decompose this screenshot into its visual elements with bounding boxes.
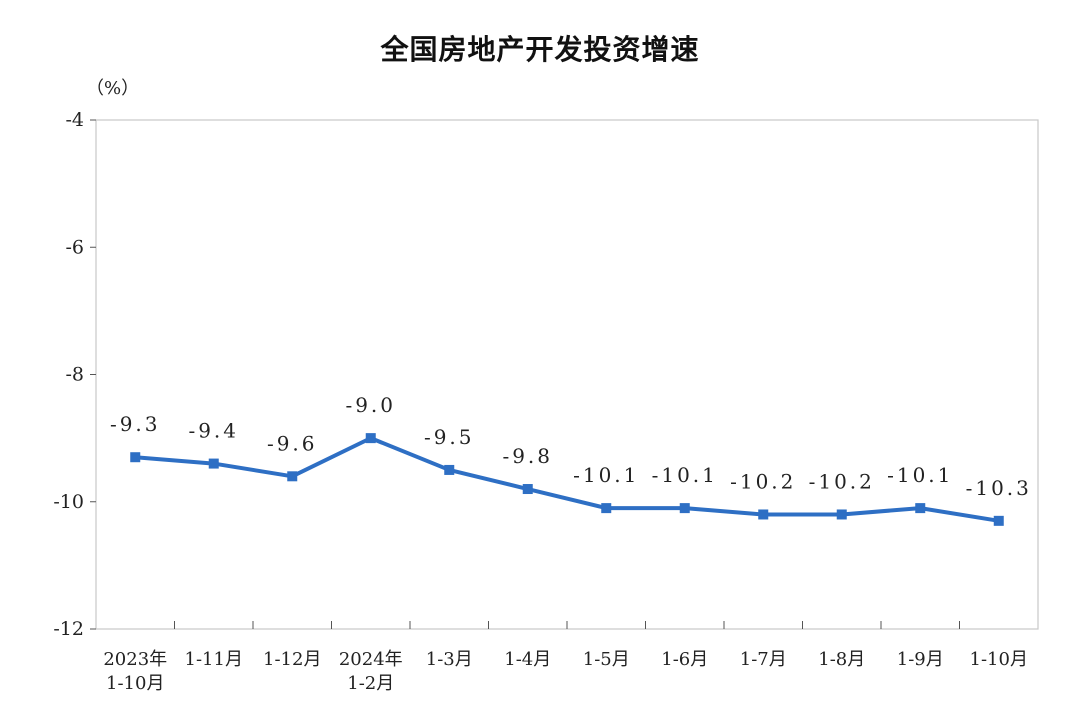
plot-area-frame [95, 119, 1039, 630]
x-tick-label: 1-3月 [426, 649, 473, 670]
data-label: -9.4 [188, 419, 239, 443]
data-point-marker [915, 503, 926, 514]
x-tick-label: 1-9月 [897, 649, 944, 670]
data-point-marker [601, 503, 612, 514]
x-tick-label: 1-12月 [263, 649, 321, 670]
x-tick-label: 1-10月 [970, 649, 1028, 670]
data-point-marker [287, 471, 298, 482]
chart-title: 全国房地产开发投资增速 [380, 33, 700, 66]
data-point-marker [836, 509, 847, 520]
data-label: -9.8 [502, 444, 553, 468]
x-tick-label: 2023年 1-10月 [103, 649, 167, 694]
data-label: -9.5 [424, 425, 475, 449]
data-label: -10.1 [652, 463, 718, 487]
data-point-marker [522, 484, 533, 495]
x-tick-label: 1-4月 [504, 649, 551, 670]
series-line [133, 436, 1001, 523]
y-tick-label: -12 [53, 618, 84, 640]
y-tick-label: -10 [53, 491, 84, 513]
data-label: -10.3 [966, 476, 1032, 500]
data-point-marker [679, 503, 690, 514]
data-label: -9.6 [267, 431, 318, 455]
data-point-marker [993, 515, 1004, 526]
x-tick-label: 1-8月 [818, 649, 865, 670]
data-label: -9.3 [110, 412, 161, 436]
data-labels: -9.3 -9.4-9.6-9.0-9.5-9.8-10.1 -10.1 -10.2-… [110, 393, 1032, 500]
data-point-marker [130, 452, 141, 463]
x-tick-label: 1-5月 [583, 649, 630, 670]
y-tick-label: -4 [65, 109, 84, 131]
data-point-marker [365, 433, 376, 444]
data-label: -9.0 [345, 393, 396, 417]
x-tick-label: 1-11月 [185, 649, 243, 670]
x-tick-label: 2024年 1-2月 [339, 649, 403, 694]
y-tick-label: -8 [65, 364, 84, 386]
data-point-marker [208, 458, 219, 469]
data-label: -10.2 [809, 469, 875, 493]
y-tick-label: -6 [65, 236, 84, 258]
x-axis-ticks: 2023年 1-10月 1-11月 1-12月 2024年 1-2月 1-3月 1-4月 1-5… [103, 621, 1028, 694]
data-label: -10.1 [887, 463, 953, 487]
data-point-marker [758, 509, 769, 520]
x-tick-label: 1-6月 [661, 649, 708, 670]
data-label: -10.1 [573, 463, 639, 487]
series-markers [130, 433, 1004, 526]
x-tick-label: 1-7月 [740, 649, 787, 670]
data-label: -10.2 [730, 469, 796, 493]
y-axis-unit: （%） [86, 78, 140, 99]
y-axis-ticks: -4 -6 -8 -10 -12 [53, 109, 96, 640]
data-point-marker [444, 464, 455, 475]
